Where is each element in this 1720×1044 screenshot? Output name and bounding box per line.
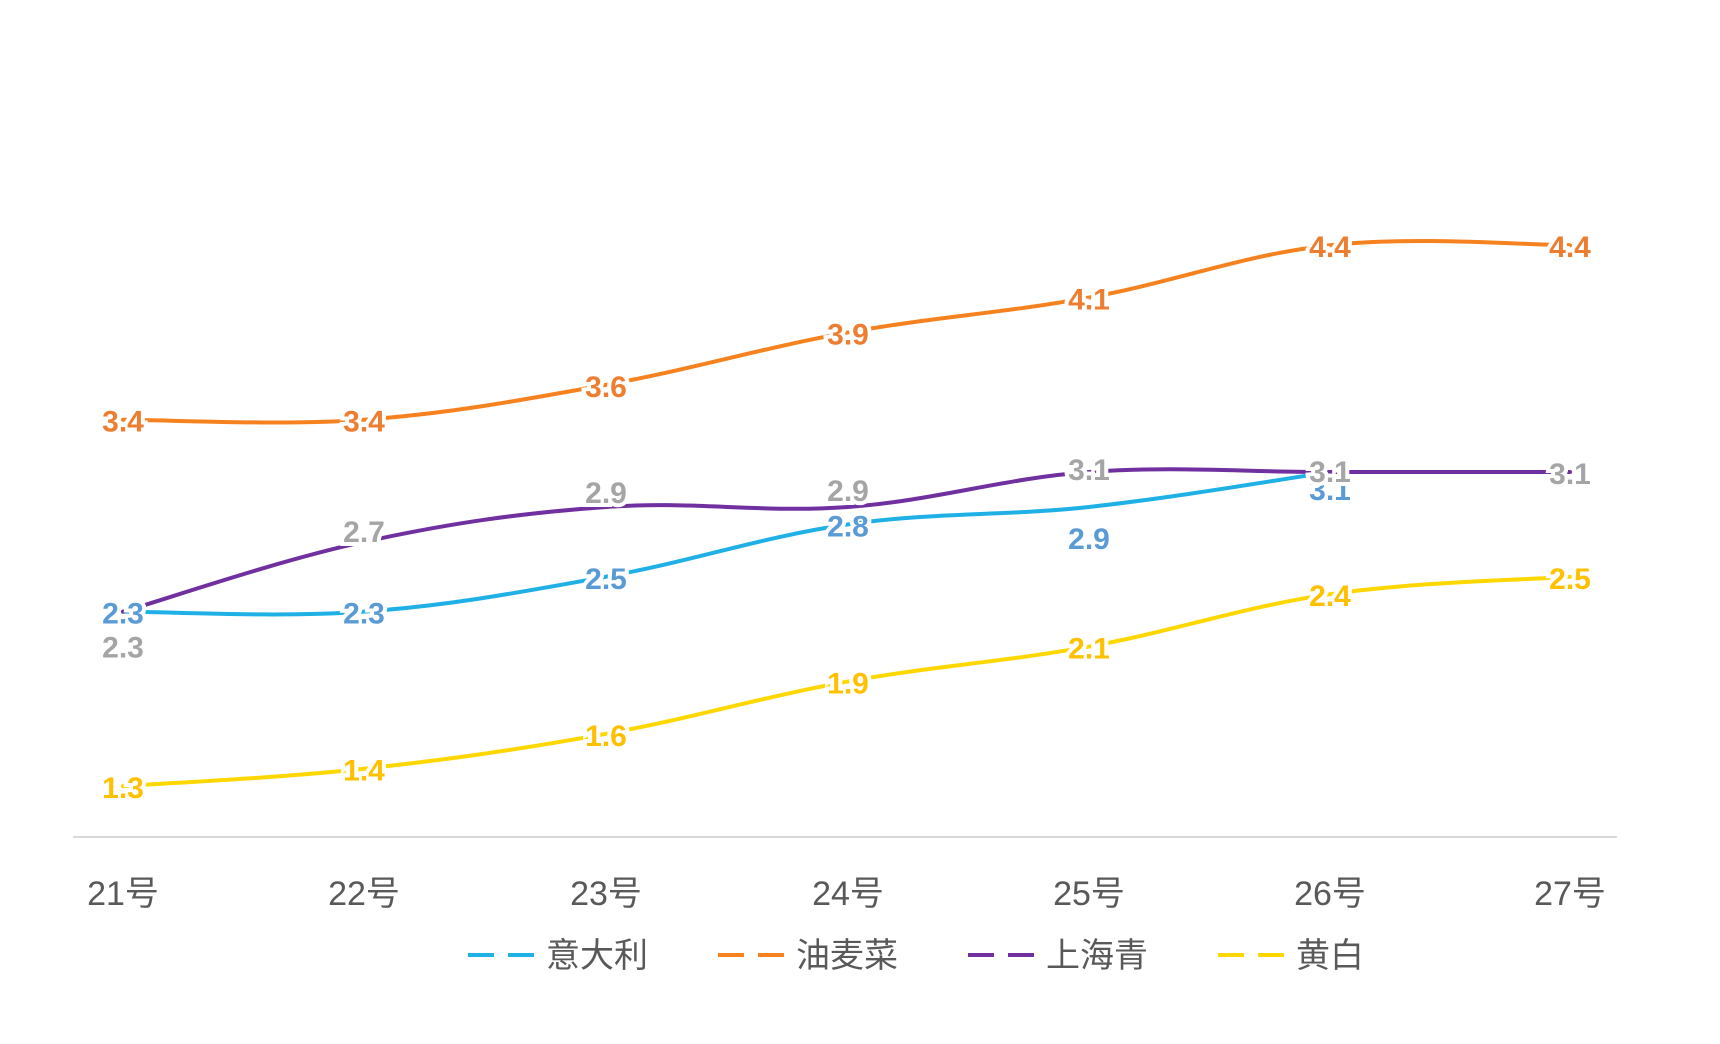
data-label: 1.6 [585, 720, 627, 753]
data-label: 1.3 [102, 772, 144, 805]
data-label: 2.9 [827, 475, 869, 508]
data-label: 4.1 [1068, 284, 1110, 317]
legend: 意大利 油麦菜 上海青 黄白 [468, 937, 1364, 975]
data-label: 3.4 [343, 406, 385, 439]
x-tick-label: 27号 [1534, 875, 1606, 913]
legend-label: 意大利 [546, 937, 648, 975]
x-tick-label: 23号 [570, 875, 642, 913]
data-label: 3.6 [585, 371, 627, 404]
legend-label: 上海青 [1046, 937, 1148, 975]
data-label: 2.8 [827, 510, 869, 543]
data-label: 2.5 [1549, 563, 1591, 596]
data-label: 2.3 [343, 598, 385, 631]
data-label: 2.3 [102, 598, 144, 631]
data-label: 3.9 [827, 318, 869, 351]
series-line [121, 467, 1572, 614]
data-label: 1.9 [827, 667, 869, 700]
data-label: 2.4 [1309, 580, 1351, 613]
data-label: 4.4 [1309, 231, 1351, 264]
series-line [121, 574, 1572, 789]
data-label: 2.5 [585, 563, 627, 596]
data-label: 2.1 [1068, 633, 1110, 666]
x-tick-label: 22号 [328, 875, 400, 913]
data-label: 4.4 [1549, 231, 1591, 264]
data-label: 1.4 [343, 755, 385, 788]
data-label: 3.1 [1068, 454, 1110, 487]
data-label: 3.4 [102, 406, 144, 439]
series-lines [121, 239, 1572, 789]
series-line [121, 239, 1572, 425]
x-tick-label: 26号 [1294, 875, 1366, 913]
data-label: 3.1 [1309, 456, 1351, 489]
data-label: 3.1 [1549, 458, 1591, 491]
legend-label: 黄白 [1296, 937, 1364, 975]
data-labels: 2.3 2.32.52.8 2.93.13.4 3.43.63.94.14.4 4.42… [98, 227, 1595, 809]
data-label: 2.9 [585, 477, 627, 510]
data-label: 2.9 [1068, 523, 1110, 556]
x-tick-labels: 21号 22号 23号 24号 25号 26号 27号 [87, 875, 1606, 913]
data-label: 2.3 [102, 632, 144, 665]
series-line [121, 470, 1332, 617]
x-tick-label: 25号 [1053, 875, 1125, 913]
x-tick-label: 21号 [87, 875, 159, 913]
data-label: 3.1 [1309, 474, 1351, 507]
data-label: 2.7 [343, 516, 385, 549]
legend-label: 油麦菜 [796, 937, 898, 975]
x-tick-label: 24号 [812, 875, 884, 913]
